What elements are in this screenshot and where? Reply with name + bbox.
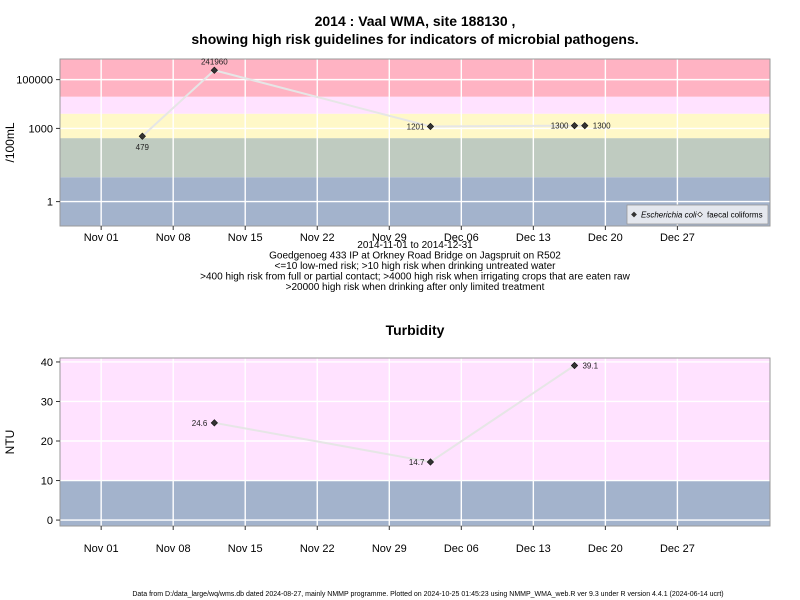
chart1-x-tick-label: Nov 29 <box>372 232 407 244</box>
chart1-title-line-1: 2014 : Vaal WMA, site 188130 , <box>315 13 516 29</box>
chart2-data-point <box>210 419 218 427</box>
chart1-x-tick-label: Dec 13 <box>516 232 551 244</box>
chart1-data-point <box>426 122 435 131</box>
chart2-x-tick-label: Nov 15 <box>228 543 263 555</box>
chart2-y-tick-label: 20 <box>41 436 53 448</box>
chart2-y-tick-label: 10 <box>41 476 53 488</box>
chart1-y-tick-label: 1000 <box>29 123 53 135</box>
footer-note: Data from D:/data_large/wq/wms.db dated … <box>132 591 723 598</box>
chart2-data-label: 14.7 <box>409 458 425 467</box>
chart1-risk-band-4 <box>60 96 770 114</box>
chart2-x-tick-label: Dec 13 <box>516 543 551 555</box>
chart1-x-tick-label: Dec 27 <box>660 232 695 244</box>
chart1-x-tick-label: Nov 01 <box>84 232 119 244</box>
chart2-x-tick-label: Dec 27 <box>660 543 695 555</box>
chart1-x-tick-label: Nov 08 <box>156 232 191 244</box>
chart1-group: Nov 01 Nov 08 Nov 15 Nov 22 Nov 29 Dec 06 Dec … <box>3 13 771 293</box>
chart2-plot-frame <box>59 357 771 527</box>
chart1-data-label: 1201 <box>407 122 425 131</box>
chart1-data-label: 1300 <box>551 122 569 131</box>
chart1-data-point <box>581 122 589 130</box>
chart2-data-point <box>426 458 435 466</box>
chart2-group: Nov 01 Nov 08 Nov 15 Nov 22 Nov 29 Dec 06 Dec … <box>3 322 771 555</box>
chart2-data-label: 39.1 <box>582 362 598 371</box>
chart1-x-tick-label: Dec 06 <box>444 232 479 244</box>
chart2-x-tick-label: Nov 22 <box>300 543 335 555</box>
chart1-risk-band-2 <box>60 138 770 178</box>
chart1-x-tick-label: Dec 20 <box>588 232 623 244</box>
chart2-risk-band-1 <box>60 480 770 526</box>
chart2-data-label: 24.6 <box>192 419 208 428</box>
chart1-legend-marker-2 <box>697 211 703 218</box>
chart1-risk-band-5 <box>60 59 770 97</box>
chart2-title-line-1: Turbidity <box>386 322 445 338</box>
chart1-data-point <box>138 132 146 140</box>
chart1-legend-marker-1 <box>631 211 637 218</box>
chart1-subtitle-line-1: 2014-11-01 to 2014-12-31 <box>357 240 473 251</box>
chart1-data-point <box>570 122 579 130</box>
chart2-x-tick-label: Nov 29 <box>372 543 407 555</box>
chart2-x-tick-label: Nov 01 <box>84 543 119 555</box>
chart2-x-tick-label: Dec 06 <box>444 543 479 555</box>
chart2-y-axis-label: NTU <box>3 430 17 455</box>
chart1-data-label: 241960 <box>201 57 228 66</box>
chart1-x-tick-label: Nov 22 <box>300 232 335 244</box>
chart2-y-tick-label: 40 <box>41 357 53 369</box>
chart1-x-tick-label: Nov 15 <box>228 232 263 244</box>
chart1-data-point <box>210 66 218 74</box>
chart1-subtitle-line-4: >400 high risk from full or partial cont… <box>200 272 630 283</box>
chart1-y-axis-label: /100mL <box>3 122 17 162</box>
chart1-data-label: 1300 <box>593 122 611 131</box>
chart1-subtitle-line-2: Goedgenoeg 433 IP at Orkney Road Bridge … <box>269 251 561 262</box>
chart1-risk-band-3 <box>60 113 770 139</box>
chart2-y-tick-label: 0 <box>47 515 53 527</box>
chart1-subtitle-line-5: >20000 high risk when drinking after onl… <box>286 282 545 293</box>
chart2-data-point <box>570 361 579 370</box>
chart2-x-tick-label: Nov 08 <box>156 543 191 555</box>
chart1-legend-label-2: faecal coliforms <box>707 211 763 220</box>
chart1-legend-label-1: Escherichia coli <box>641 211 697 220</box>
chart1-y-tick-label: 1 <box>47 197 53 209</box>
chart2-y-tick-label: 30 <box>41 396 53 408</box>
chart1-y-tick-label: 100000 <box>16 75 53 87</box>
chart1-subtitle-line-3: <=10 low-med risk; >10 high risk when dr… <box>275 261 557 272</box>
chart1-title-line-2: showing high risk guidelines for indicat… <box>191 31 638 47</box>
chart1-plot-frame <box>59 58 771 227</box>
chart1-data-label: 479 <box>136 143 150 152</box>
chart2-x-tick-label: Dec 20 <box>588 543 623 555</box>
